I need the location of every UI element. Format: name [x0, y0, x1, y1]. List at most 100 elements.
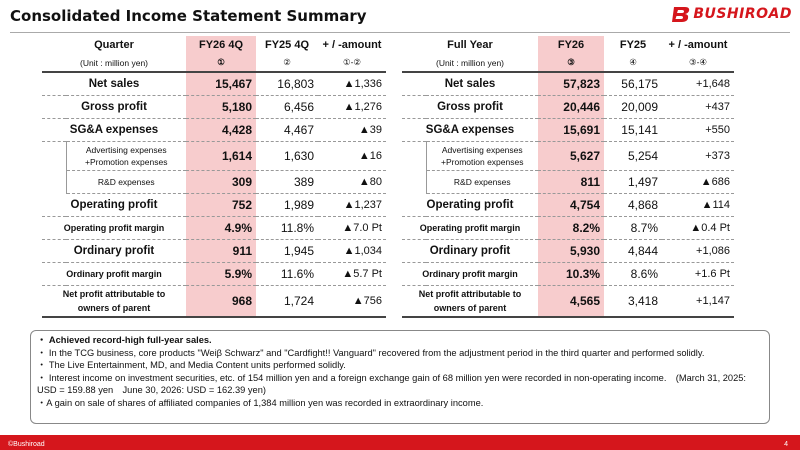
table-subheader-row: (Unit : million yen) ① ② ①-②: [42, 54, 386, 73]
value-prev: 1,497: [604, 170, 662, 194]
header-fy26: FY26: [538, 36, 604, 54]
value-prev: 15,141: [604, 118, 662, 142]
value-prev: 389: [256, 170, 318, 194]
table-row: Ordinary profit margin 5.9% 11.6% ▲5.7 P…: [42, 262, 386, 286]
value-prev: 11.6%: [256, 262, 318, 286]
value-diff: ▲80: [318, 170, 386, 194]
row-label: Net profit attributable to owners of pare…: [42, 285, 186, 318]
value-prev: 56,175: [604, 72, 662, 96]
table-row: Advertising expenses +Promotion expenses …: [402, 141, 734, 171]
table-row: Net profit attributable to owners of pare…: [402, 285, 734, 318]
logo-wordmark: BUSHIROAD: [693, 6, 792, 22]
table-row: R&D expenses 811 1,497 ▲686: [402, 170, 734, 194]
unit-label: (Unit : million yen): [42, 54, 186, 73]
value-cur: 57,823: [538, 72, 604, 96]
copyright-text: ©Bushiroad: [8, 441, 45, 448]
value-diff: ▲1,034: [318, 239, 386, 263]
quarter-income-table: Quarter FY26 4Q FY25 4Q + / -amount (Uni…: [42, 36, 386, 318]
table-row: Operating profit margin 8.2% 8.7% ▲0.4 P…: [402, 216, 734, 240]
table-row: SG&A expenses 4,428 4,467 ▲39: [42, 118, 386, 142]
value-diff: ▲16: [318, 141, 386, 171]
table-row: Gross profit 20,446 20,009 +437: [402, 95, 734, 119]
value-prev: 1,945: [256, 239, 318, 263]
fullyear-income-table: Full Year FY26 FY25 + / -amount (Unit : …: [402, 36, 734, 318]
col-code-prev: ④: [604, 54, 662, 73]
value-diff: ▲1,336: [318, 72, 386, 96]
indent-cell: [42, 170, 67, 194]
row-label: Ordinary profit: [42, 239, 186, 263]
value-prev: 1,724: [256, 285, 318, 318]
row-label: SG&A expenses: [42, 118, 186, 142]
col-code-cur: ③: [538, 54, 604, 73]
row-label: Ordinary profit: [402, 239, 538, 263]
value-prev: 5,254: [604, 141, 662, 171]
value-prev: 4,844: [604, 239, 662, 263]
value-diff: ▲1,276: [318, 95, 386, 119]
value-prev: 1,989: [256, 193, 318, 217]
row-label: SG&A expenses: [402, 118, 538, 142]
value-cur: 968: [186, 285, 256, 318]
value-prev: 3,418: [604, 285, 662, 318]
table-row: Net profit attributable to owners of pare…: [42, 285, 386, 318]
table-row: Net sales 57,823 56,175 +1,648: [402, 72, 734, 96]
value-diff: ▲1,237: [318, 193, 386, 217]
table-header-row: Quarter FY26 4Q FY25 4Q + / -amount: [42, 36, 386, 54]
value-cur: 8.2%: [538, 216, 604, 240]
value-cur: 4,428: [186, 118, 256, 142]
indent-cell: [402, 170, 427, 194]
table-header-row: Full Year FY26 FY25 + / -amount: [402, 36, 734, 54]
value-prev: 8.7%: [604, 216, 662, 240]
value-diff: +373: [662, 141, 734, 171]
value-cur: 15,467: [186, 72, 256, 96]
value-prev: 4,467: [256, 118, 318, 142]
value-diff: +1,648: [662, 72, 734, 96]
value-prev: 1,630: [256, 141, 318, 171]
value-diff: +1,147: [662, 285, 734, 318]
table-row: Operating profit 4,754 4,868 ▲114: [402, 193, 734, 217]
value-diff: ▲686: [662, 170, 734, 194]
value-cur: 15,691: [538, 118, 604, 142]
row-label: Net sales: [402, 72, 538, 96]
value-diff: ▲114: [662, 193, 734, 217]
value-cur: 1,614: [186, 141, 256, 171]
footer-bar: ©Bushiroad 4: [0, 435, 800, 450]
row-label: Net sales: [42, 72, 186, 96]
value-cur: 10.3%: [538, 262, 604, 286]
value-diff: ▲0.4 Pt: [662, 216, 734, 240]
header-fy25-4q: FY25 4Q: [264, 39, 310, 51]
value-cur: 5,627: [538, 141, 604, 171]
table-row: Advertising expenses +Promotion expenses …: [42, 141, 386, 171]
header-fy26-4q: FY26 4Q: [186, 36, 256, 54]
value-cur: 4,565: [538, 285, 604, 318]
row-label: R&D expenses: [66, 170, 186, 194]
header-amount: + / -amount: [668, 39, 728, 51]
note-item: ・ Interest income on investment securiti…: [37, 372, 747, 396]
table-row: Ordinary profit 911 1,945 ▲1,034: [42, 239, 386, 263]
col-code-cur: ①: [186, 54, 256, 73]
table-row: Ordinary profit margin 10.3% 8.6% +1.6 P…: [402, 262, 734, 286]
value-prev: 16,803: [256, 72, 318, 96]
row-label: Operating profit margin: [42, 216, 186, 240]
indent-cell: [402, 141, 427, 171]
col-code-diff: ①-②: [318, 54, 386, 73]
note-item: ・ In the TCG business, core products "We…: [37, 347, 705, 358]
row-label: Net profit attributable to owners of pare…: [402, 285, 538, 318]
title-divider: [10, 32, 790, 33]
note-item: ・ The Live Entertainment, MD, and Media …: [37, 360, 346, 370]
value-diff: +437: [662, 95, 734, 119]
row-label: Ordinary profit margin: [402, 262, 538, 286]
value-cur: 20,446: [538, 95, 604, 119]
value-prev: 6,456: [256, 95, 318, 119]
table-row: Ordinary profit 5,930 4,844 +1,086: [402, 239, 734, 263]
value-prev: 4,868: [604, 193, 662, 217]
header-quarter: Quarter: [94, 39, 134, 51]
row-label: Operating profit: [402, 193, 538, 217]
indent-cell: [42, 141, 67, 171]
row-label: Gross profit: [402, 95, 538, 119]
value-prev: 11.8%: [256, 216, 318, 240]
row-label: Operating profit: [42, 193, 186, 217]
value-diff: ▲7.0 Pt: [318, 216, 386, 240]
value-diff: +1,086: [662, 239, 734, 263]
value-cur: 5,180: [186, 95, 256, 119]
value-diff: +1.6 Pt: [662, 262, 734, 286]
